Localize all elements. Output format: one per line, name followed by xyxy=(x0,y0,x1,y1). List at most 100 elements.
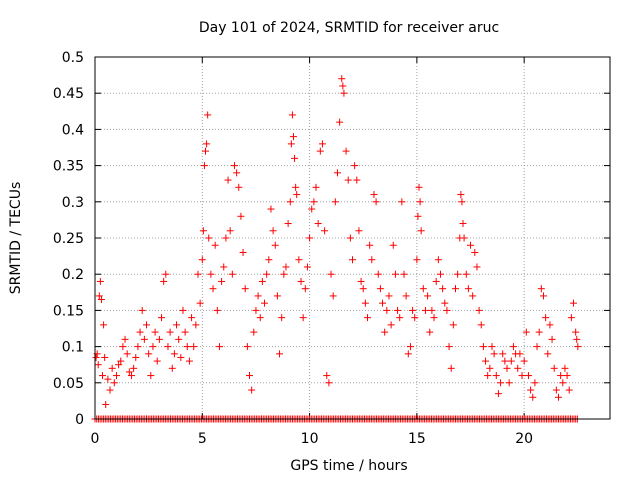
data-point xyxy=(218,277,226,285)
data-point xyxy=(400,270,408,278)
data-point xyxy=(215,343,223,351)
data-point xyxy=(209,285,217,293)
data-point xyxy=(434,256,442,264)
data-point xyxy=(535,328,543,336)
data-point xyxy=(563,372,571,380)
data-point xyxy=(199,227,207,235)
data-point xyxy=(426,328,434,336)
data-point xyxy=(518,372,526,380)
data-point xyxy=(179,306,187,314)
data-point xyxy=(299,314,307,322)
data-point xyxy=(160,277,168,285)
data-point xyxy=(559,379,567,387)
data-point xyxy=(409,306,417,314)
data-point xyxy=(153,357,161,365)
data-point xyxy=(329,292,337,300)
data-point xyxy=(276,350,284,358)
data-point xyxy=(226,227,234,235)
data-point xyxy=(486,364,494,372)
data-point xyxy=(494,390,502,398)
data-point xyxy=(147,372,155,380)
data-point xyxy=(162,270,170,278)
y-tick-label: 0.35 xyxy=(53,159,84,175)
data-point xyxy=(359,285,367,293)
data-point xyxy=(342,147,350,155)
data-point xyxy=(316,147,324,155)
data-point xyxy=(282,263,290,271)
x-axis-label: GPS time / hours xyxy=(290,458,407,474)
data-point xyxy=(548,335,556,343)
data-point xyxy=(158,314,166,322)
data-point xyxy=(389,241,397,249)
data-point xyxy=(308,205,316,213)
data-point xyxy=(441,299,449,307)
data-point xyxy=(273,292,281,300)
data-point xyxy=(254,292,262,300)
data-point xyxy=(402,292,410,300)
data-point xyxy=(303,263,311,271)
data-point xyxy=(520,357,528,365)
data-point xyxy=(183,343,191,351)
data-point xyxy=(331,198,339,206)
data-point xyxy=(110,379,118,387)
data-point xyxy=(175,335,183,343)
data-point xyxy=(306,234,314,242)
y-tick-label: 0.3 xyxy=(62,195,84,211)
y-tick-label: 0.15 xyxy=(53,303,84,319)
data-point xyxy=(310,198,318,206)
data-point xyxy=(196,299,204,307)
x-tick-label: 0 xyxy=(91,431,100,447)
data-point xyxy=(452,285,459,293)
data-point xyxy=(278,314,286,322)
data-point xyxy=(288,111,296,119)
data-point xyxy=(145,350,153,358)
data-point xyxy=(471,248,479,256)
data-point xyxy=(372,198,380,206)
data-point xyxy=(537,285,545,293)
data-point xyxy=(574,343,582,351)
data-point xyxy=(338,75,346,83)
data-point xyxy=(248,386,256,394)
data-point xyxy=(473,263,481,271)
data-point xyxy=(250,328,258,336)
data-point xyxy=(413,256,421,264)
data-point xyxy=(516,350,524,358)
data-point xyxy=(505,379,513,387)
data-point xyxy=(312,183,320,191)
data-point xyxy=(230,162,238,170)
data-point xyxy=(477,321,485,329)
data-point xyxy=(421,306,429,314)
grid-lines xyxy=(95,57,610,419)
data-point xyxy=(203,140,211,148)
data-point xyxy=(181,328,189,336)
data-point xyxy=(398,198,406,206)
data-point xyxy=(202,147,210,155)
data-point xyxy=(573,335,581,343)
data-point xyxy=(460,234,468,242)
y-tick-label: 0.45 xyxy=(53,86,84,102)
data-point xyxy=(353,176,361,184)
data-point xyxy=(333,169,341,177)
y-tick-label: 0.4 xyxy=(62,122,84,138)
data-point xyxy=(112,372,120,380)
data-point xyxy=(529,393,537,401)
data-point xyxy=(361,299,369,307)
data-point xyxy=(97,296,105,304)
data-point xyxy=(143,321,150,329)
data-point xyxy=(443,306,451,314)
data-point xyxy=(213,306,221,314)
data-point xyxy=(92,353,100,361)
data-point xyxy=(106,386,114,394)
data-point xyxy=(561,364,569,372)
data-point xyxy=(173,321,181,329)
data-point xyxy=(102,401,110,409)
data-point xyxy=(539,292,547,300)
data-point xyxy=(258,277,266,285)
data-point xyxy=(436,270,444,278)
data-point xyxy=(269,227,277,235)
x-tick-label: 15 xyxy=(408,431,426,447)
data-point xyxy=(293,191,301,199)
data-point xyxy=(99,372,107,380)
data-point xyxy=(222,234,230,242)
data-point xyxy=(419,285,427,293)
